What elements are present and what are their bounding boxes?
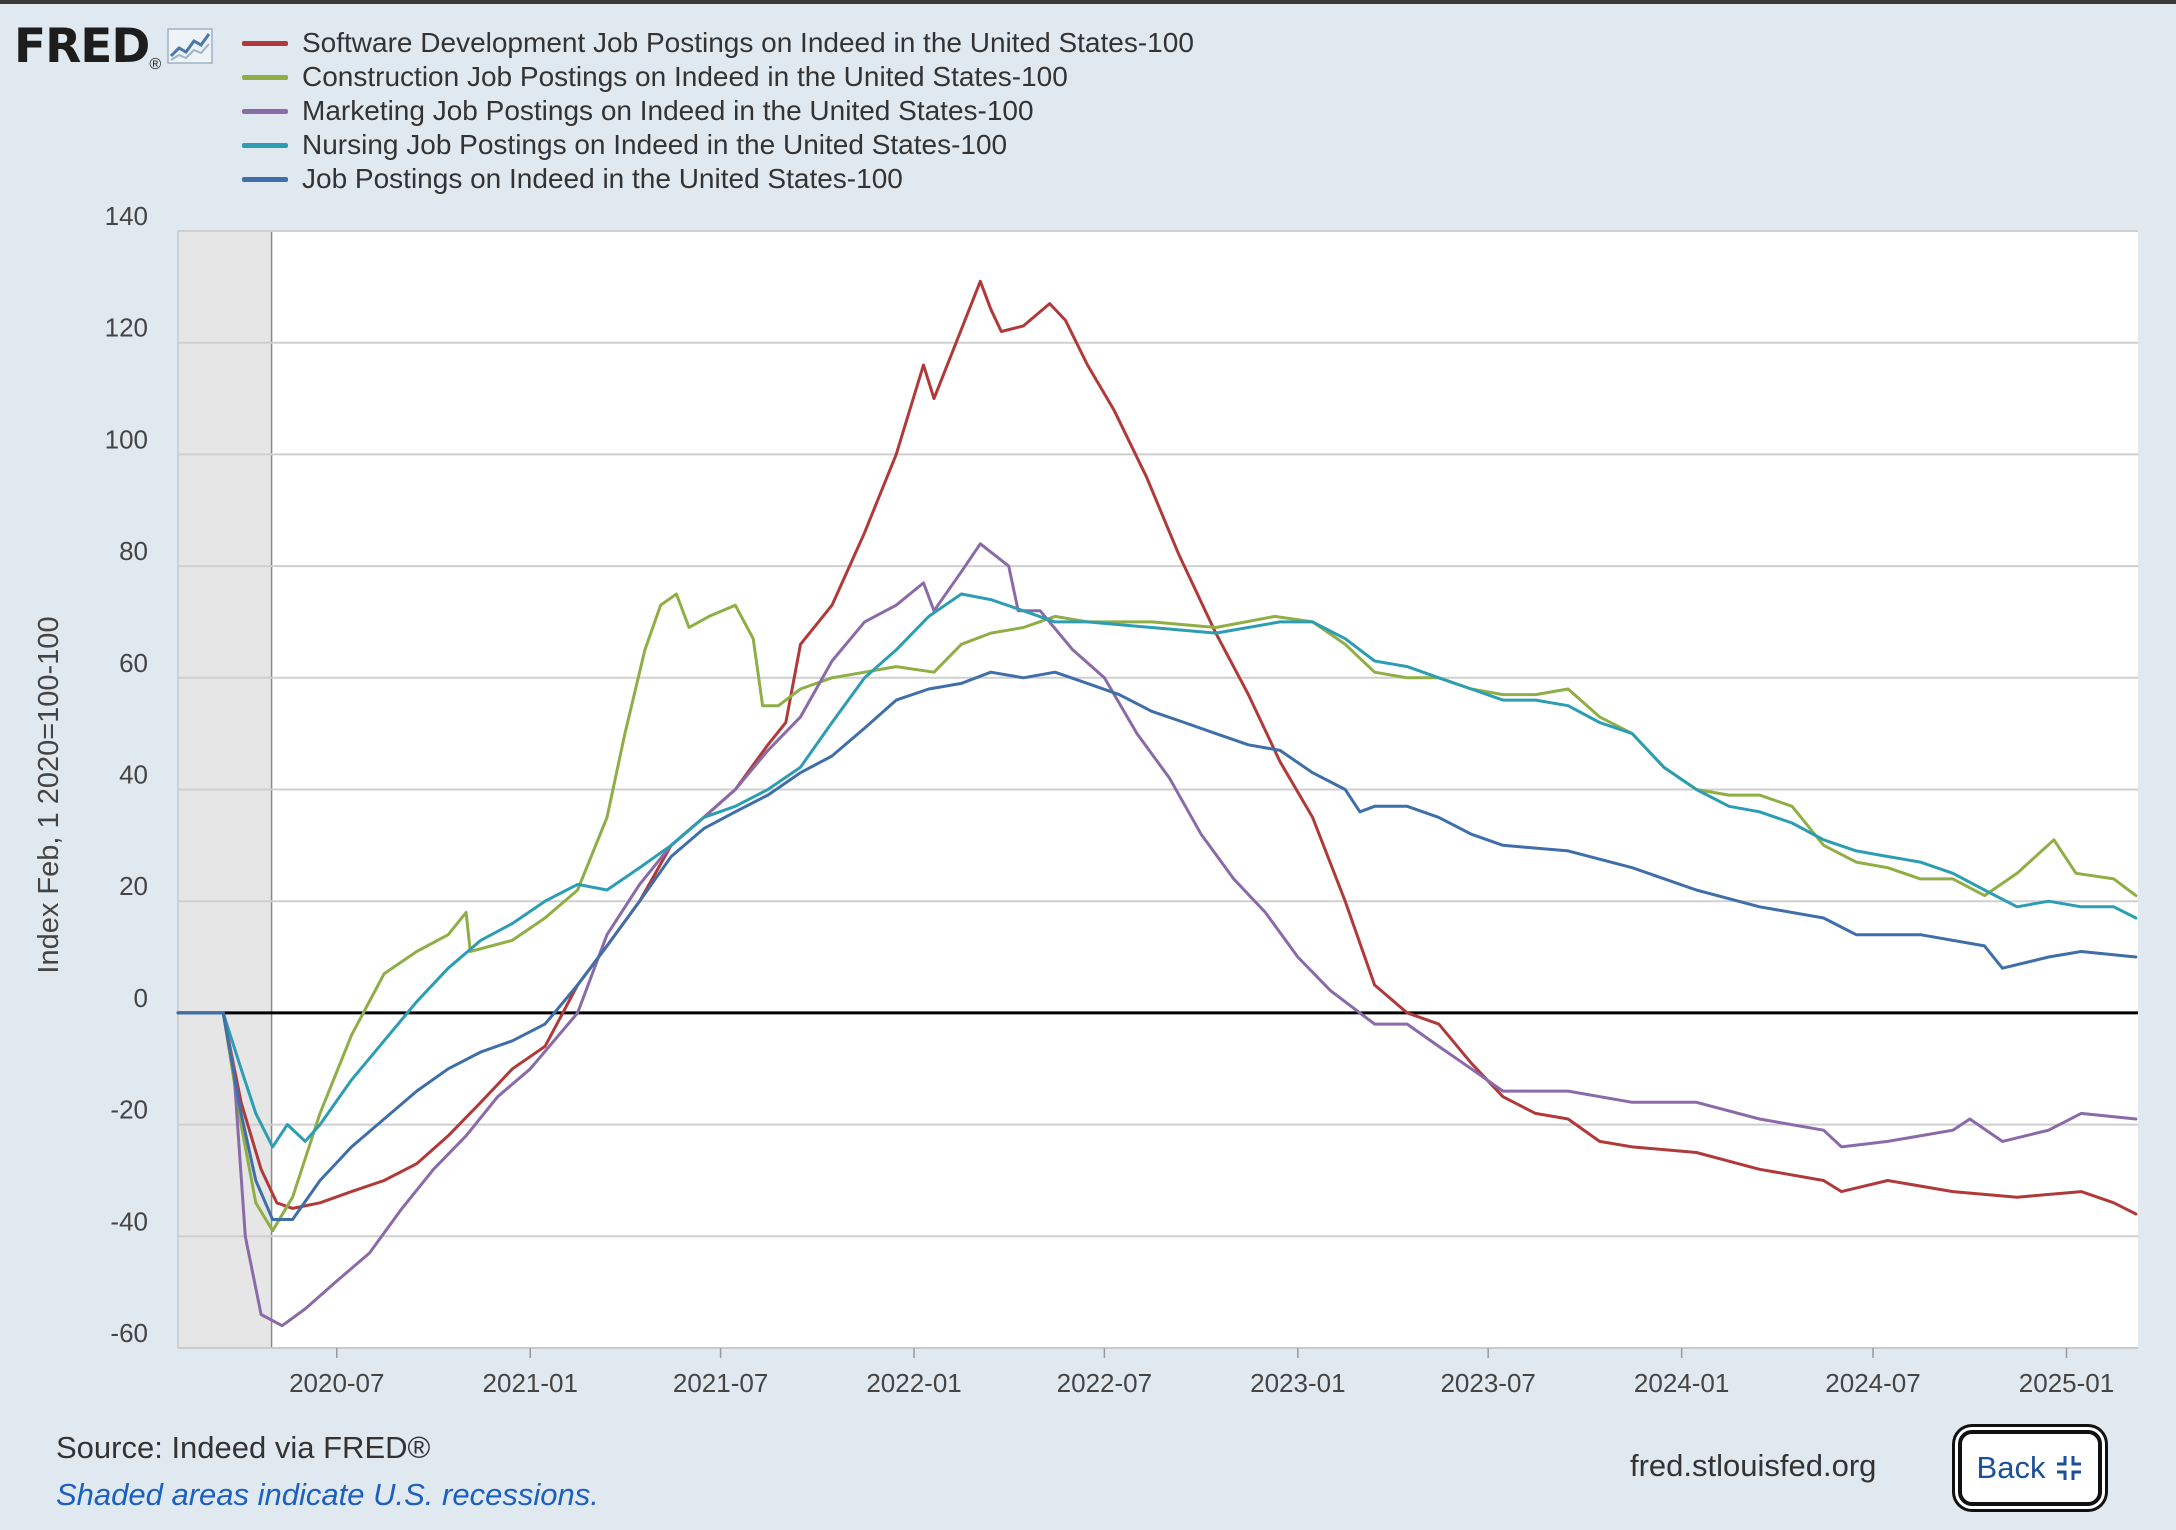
legend-swatch (242, 142, 288, 148)
legend-item-total[interactable]: Job Postings on Indeed in the United Sta… (242, 162, 1194, 196)
legend-swatch (242, 176, 288, 182)
legend-swatch (242, 74, 288, 80)
top-border (0, 0, 2176, 4)
back-button-label: Back (1976, 1450, 2046, 1485)
x-tick-label: 2024-01 (1634, 1368, 1729, 1398)
logo-wordmark: FRED (14, 19, 150, 74)
trend-chart-icon (167, 28, 213, 69)
legend-swatch (242, 40, 288, 46)
legend-item-nursing[interactable]: Nursing Job Postings on Indeed in the Un… (242, 128, 1194, 162)
y-tick-label: 20 (119, 871, 148, 901)
series-line-total (176, 670, 2138, 1221)
back-button[interactable]: Back (1958, 1430, 2102, 1506)
y-axis-title: Index Feb, 1 2020=100-100 (33, 616, 65, 973)
x-axis-ticks: 2020-07 2021-01 2021-07 2022-01 2022-07 2023-… (289, 1348, 2114, 1398)
recession-note-link[interactable]: Shaded areas indicate U.S. recessions. (56, 1477, 599, 1512)
line-chart[interactable]: -60 -40 -20 0 20 40 60 80 100 120 140 2020-07 2021-… (0, 0, 2176, 1420)
legend-item-construction[interactable]: Construction Job Postings on Indeed in t… (242, 60, 1194, 94)
x-tick-label: 2024-07 (1825, 1368, 1920, 1398)
series-line-nursing (176, 592, 2138, 1149)
x-tick-label: 2022-07 (1057, 1368, 1152, 1398)
registered-mark: ® (149, 56, 162, 73)
legend-label: Construction Job Postings on Indeed in t… (302, 61, 1068, 92)
fred-logo[interactable]: FRED ® (14, 20, 213, 74)
legend-label: Job Postings on Indeed in the United Sta… (302, 163, 903, 194)
x-tick-label: 2021-01 (483, 1368, 578, 1398)
x-tick-label: 2022-01 (866, 1368, 961, 1398)
legend-swatch (242, 108, 288, 114)
legend-label: Nursing Job Postings on Indeed in the Un… (302, 129, 1008, 160)
x-tick-label: 2020-07 (289, 1368, 384, 1398)
series-lines (176, 279, 2138, 1328)
y-tick-label: -60 (110, 1318, 148, 1348)
x-tick-label: 2025-01 (2019, 1368, 2114, 1398)
legend-label: Software Development Job Postings on Ind… (302, 27, 1194, 58)
y-tick-label: 0 (134, 983, 148, 1013)
legend-item-marketing[interactable]: Marketing Job Postings on Indeed in the … (242, 94, 1194, 128)
series-line-marketing (176, 542, 2138, 1328)
legend-item-software[interactable]: Software Development Job Postings on Ind… (242, 26, 1194, 60)
chart-legend: Software Development Job Postings on Ind… (242, 26, 1194, 196)
y-tick-label: -40 (110, 1206, 148, 1236)
y-tick-label: 80 (119, 536, 148, 566)
y-tick-label: 60 (119, 648, 148, 678)
series-line-construction (176, 592, 2138, 1233)
series-line-software (176, 279, 2138, 1216)
gridlines (177, 230, 2138, 1349)
site-url[interactable]: fred.stlouisfed.org (1630, 1448, 1877, 1483)
y-tick-label: 140 (105, 201, 148, 231)
y-tick-label: -20 (110, 1095, 148, 1125)
source-note: Source: Indeed via FRED® (56, 1430, 431, 1465)
x-tick-label: 2023-07 (1440, 1368, 1535, 1398)
y-tick-label: 120 (105, 313, 148, 343)
y-axis-ticks: -60 -40 -20 0 20 40 60 80 100 120 140 (105, 201, 148, 1348)
legend-label: Marketing Job Postings on Indeed in the … (302, 95, 1034, 126)
x-tick-label: 2021-07 (673, 1368, 768, 1398)
y-tick-label: 100 (105, 424, 148, 454)
collapse-icon (2055, 1454, 2083, 1482)
y-tick-label: 40 (119, 760, 148, 790)
x-tick-label: 2023-01 (1250, 1368, 1345, 1398)
